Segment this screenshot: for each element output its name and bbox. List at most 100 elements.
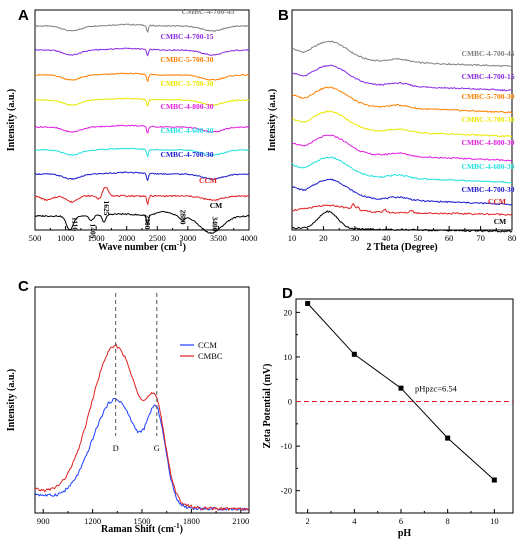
panel-a-xtick-label: 2000 — [118, 233, 135, 243]
panel-letter-C: C — [18, 278, 29, 295]
panel-b-series-line — [291, 134, 513, 162]
panel-b-series-line — [291, 178, 513, 206]
panel-a-series-line — [34, 147, 250, 158]
panel-a-xtick-label: 3000 — [179, 233, 196, 243]
panel-a-series-label: CMBC-5-700-30 — [161, 55, 214, 64]
panel-a-series-label: CCM — [199, 176, 217, 185]
panel-b-series-label: CMBC-4-700-30 — [462, 185, 515, 194]
panel-d-xtick-label: 4 — [352, 516, 357, 526]
panel-b-xtick-label: 30 — [351, 233, 360, 243]
panel-d-data-point — [445, 435, 451, 441]
panel-a-series-line — [34, 97, 250, 107]
panel-b-xtick-label: 80 — [508, 233, 517, 243]
panel-d-xtick-label: 8 — [446, 516, 450, 526]
panel-letter-D: D — [282, 285, 293, 302]
panel-a-xtick-label: 2500 — [149, 233, 166, 243]
panel-d-xtick-label: 2 — [306, 516, 310, 526]
panel-c-series-line — [34, 397, 250, 511]
panel-d-data-point — [398, 385, 404, 391]
panel-a-ftir-chart: 500 1000 1500 2000 2500 3000 3500 4000 Wave numb… — [6, 7, 258, 253]
panel-b-ylabel: Intensity (a.u.) — [267, 89, 278, 152]
panel-b-series-line — [291, 203, 513, 216]
panel-b-series-line — [291, 156, 513, 184]
panel-d-xtick-label: 10 — [490, 516, 499, 526]
panel-a-series-line — [34, 210, 250, 235]
panel-a-series-line — [34, 47, 250, 57]
panel-b-series-label: CMBC-4-800-30 — [462, 138, 515, 147]
panel-d-series-line — [307, 303, 495, 481]
panel-b-xlabel: 2 Theta (Degree) — [366, 242, 437, 253]
panel-d-data-point — [305, 300, 311, 306]
panel-b-series-line — [291, 210, 513, 233]
panel-letter-B: B — [278, 7, 289, 24]
panel-c-xtick-label: 2100 — [232, 516, 249, 526]
panel-b-series-label: CMBC-4-700-15 — [462, 72, 515, 81]
panel-c-band-label: G — [154, 443, 160, 453]
panel-a-peak-label: 1625 — [102, 201, 111, 216]
panel-d-xlabel: pH — [398, 528, 412, 539]
panel-b-xtick-label: 10 — [288, 233, 297, 243]
panel-d-data-point — [491, 477, 497, 483]
panel-a-xtick-label: 4000 — [241, 233, 258, 243]
panel-a-ylabel: Intensity (a.u.) — [6, 89, 17, 152]
panel-b-series-line — [291, 64, 513, 92]
panel-d-data-point — [351, 351, 357, 357]
panel-a-series-label: CMBC-3-700-30 — [161, 79, 214, 88]
panel-a-series-label: CMBC-4-700-30 — [161, 150, 214, 159]
panel-c-series-line — [35, 343, 250, 511]
panel-d-annotation: pHpzc=6.54 — [415, 383, 458, 393]
panel-a-series-line — [34, 186, 250, 206]
panel-b-xtick-label: 20 — [319, 233, 328, 243]
panel-a-series-label: CMBC-4-800-30 — [161, 102, 214, 111]
panel-b-series-label: CMBC-4-600-30 — [462, 162, 515, 171]
panel-a-peak-label: 2880 — [179, 210, 188, 225]
panel-a-series-label: CMBC-4-600-30 — [161, 126, 214, 135]
panel-d-xtick-label: 6 — [399, 516, 403, 526]
panel-d-ylabel: Zeta Potential (mV) — [262, 364, 273, 449]
panel-c-legend-label: CCM — [198, 340, 217, 350]
panel-b-xtick-label: 50 — [413, 233, 422, 243]
panel-b-xtick-label: 70 — [476, 233, 485, 243]
panel-c-xtick-label: 1200 — [84, 516, 101, 526]
panel-b-series-label: CMBC-5-700-30 — [462, 92, 515, 101]
panel-c-xtick-label: 900 — [37, 516, 50, 526]
panel-b-series-line — [291, 86, 513, 114]
panel-d-zeta-chart: 2 4 6 8 10 -20 -10 0 10 20 pH Zeta Potential (mV) pH… — [262, 298, 514, 539]
panel-a-peak-label: 2300 — [143, 215, 152, 230]
panel-b-series-line — [291, 110, 513, 138]
panel-b-xtick-label: 40 — [382, 233, 391, 243]
panel-b-series-label: CMBC-3-700-30 — [462, 115, 515, 124]
panel-a-xlabel: Wave number (cm-1) — [98, 240, 186, 253]
panel-a-peak-label: 1110 — [70, 217, 79, 231]
panel-a-xtick-label: 1000 — [57, 233, 74, 243]
panel-a-series-line — [34, 171, 250, 182]
panel-d-ytick-label: -10 — [281, 441, 292, 451]
panel-d-ytick-label: -20 — [281, 486, 292, 496]
panel-d-ytick-label: 0 — [288, 397, 292, 407]
panel-c-band-label: D — [113, 443, 119, 453]
panel-c-xtick-label: 1500 — [134, 516, 151, 526]
panel-a-series-label: CMBC-4-700-45 — [182, 7, 235, 16]
panel-b-series-line — [291, 40, 513, 68]
panel-letter-A: A — [18, 7, 29, 24]
panel-a-series-line — [34, 23, 250, 34]
panel-a-peak-label: 1405 — [88, 224, 97, 239]
panel-c-xlabel: Raman Shift (cm-1) — [101, 522, 183, 535]
panel-a-peak-label: 3400 — [210, 217, 219, 232]
panel-a-series-label: CM — [210, 201, 223, 210]
panel-d-frame — [295, 298, 514, 514]
panel-a-xtick-label: 500 — [29, 233, 42, 243]
panel-b-series-label: CM — [494, 217, 507, 226]
panel-b-xrd-chart: 10 20 30 40 50 60 70 80 2 Theta (Degree) Intensit… — [267, 9, 517, 253]
panel-b-xtick-label: 60 — [445, 233, 454, 243]
panel-a-xtick-label: 1500 — [88, 233, 105, 243]
panel-a-series-line — [34, 124, 250, 135]
panel-a-series-label: CMBC-4-700-15 — [161, 32, 214, 41]
panel-c-raman-chart: 900 1200 1500 1800 2100 Raman Shift (cm-1) Int… — [6, 286, 250, 535]
panel-d-ytick-label: 20 — [284, 307, 293, 317]
panel-b-series-label: CCM — [488, 197, 506, 206]
panel-c-xtick-label: 1800 — [183, 516, 200, 526]
panel-a-series-line — [35, 72, 250, 83]
panel-a-xtick-label: 3500 — [210, 233, 227, 243]
